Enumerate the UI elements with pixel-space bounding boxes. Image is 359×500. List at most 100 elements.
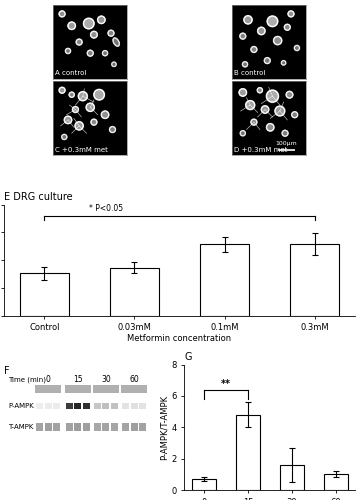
Bar (94, 402, 101, 409)
Text: T-AMPK: T-AMPK (8, 424, 34, 430)
Bar (111, 402, 118, 409)
Ellipse shape (69, 92, 74, 98)
Ellipse shape (97, 16, 106, 24)
Ellipse shape (288, 11, 294, 17)
Ellipse shape (91, 119, 97, 125)
Bar (192, 479, 216, 490)
Ellipse shape (111, 62, 117, 67)
Ellipse shape (251, 118, 257, 126)
Ellipse shape (257, 27, 265, 35)
Text: 60: 60 (129, 375, 139, 384)
Ellipse shape (65, 48, 71, 54)
Ellipse shape (266, 16, 279, 28)
Ellipse shape (83, 18, 94, 29)
Ellipse shape (292, 112, 298, 117)
Ellipse shape (75, 122, 83, 130)
Ellipse shape (261, 106, 269, 114)
Ellipse shape (294, 46, 300, 51)
Text: **: ** (221, 379, 231, 389)
Ellipse shape (108, 30, 114, 36)
Ellipse shape (112, 62, 116, 66)
Ellipse shape (246, 100, 255, 110)
Ellipse shape (284, 24, 291, 30)
Text: * P<0.05: * P<0.05 (89, 204, 123, 214)
Bar (323, 474, 348, 490)
X-axis label: Metformin concentration: Metformin concentration (127, 334, 232, 342)
Bar (66, 423, 73, 432)
Ellipse shape (257, 88, 262, 93)
Ellipse shape (239, 88, 247, 96)
Ellipse shape (245, 100, 255, 110)
Ellipse shape (266, 123, 275, 132)
Bar (45, 423, 52, 432)
Y-axis label: P-AMPK/T-AMPK: P-AMPK/T-AMPK (159, 394, 168, 460)
Text: B control: B control (234, 70, 265, 76)
Bar (139, 402, 146, 409)
Text: D +0.3mM met: D +0.3mM met (234, 146, 287, 152)
Ellipse shape (64, 116, 72, 124)
Ellipse shape (274, 106, 285, 117)
Ellipse shape (284, 24, 290, 30)
Ellipse shape (242, 62, 248, 67)
Ellipse shape (240, 130, 246, 136)
Ellipse shape (86, 103, 94, 112)
Text: 0: 0 (46, 375, 51, 384)
Ellipse shape (112, 62, 116, 66)
Bar (93, 386, 119, 394)
Ellipse shape (73, 106, 78, 112)
Ellipse shape (62, 134, 67, 140)
Text: 100μm: 100μm (275, 141, 297, 146)
Bar (121, 386, 147, 394)
Ellipse shape (239, 32, 246, 40)
Ellipse shape (240, 130, 246, 136)
Ellipse shape (59, 87, 65, 94)
Ellipse shape (281, 60, 286, 65)
Bar (236, 415, 260, 490)
Bar (36, 402, 43, 409)
Ellipse shape (75, 122, 83, 130)
Ellipse shape (264, 58, 270, 64)
Ellipse shape (288, 10, 294, 18)
Ellipse shape (267, 16, 278, 27)
Ellipse shape (90, 31, 98, 38)
Bar (131, 423, 137, 432)
Ellipse shape (69, 92, 74, 98)
Ellipse shape (90, 32, 97, 38)
Ellipse shape (257, 88, 263, 93)
Ellipse shape (243, 15, 253, 24)
Ellipse shape (275, 106, 285, 116)
Ellipse shape (91, 119, 97, 125)
Ellipse shape (251, 46, 257, 52)
Ellipse shape (102, 50, 108, 56)
Ellipse shape (87, 50, 94, 56)
Ellipse shape (286, 91, 293, 98)
Ellipse shape (240, 33, 246, 39)
Ellipse shape (266, 90, 279, 103)
Ellipse shape (266, 90, 278, 102)
Ellipse shape (257, 26, 266, 35)
Bar (280, 465, 304, 490)
Text: F: F (4, 366, 9, 376)
Bar (139, 423, 146, 432)
Ellipse shape (244, 16, 252, 24)
Bar (53, 402, 60, 409)
Ellipse shape (292, 112, 298, 118)
Ellipse shape (93, 88, 105, 101)
Ellipse shape (273, 36, 282, 45)
Ellipse shape (78, 91, 88, 102)
Ellipse shape (282, 130, 288, 136)
Ellipse shape (267, 16, 278, 26)
Ellipse shape (74, 121, 84, 130)
Text: A control: A control (55, 70, 87, 76)
Ellipse shape (65, 48, 71, 54)
Text: 30: 30 (101, 375, 111, 384)
Ellipse shape (59, 11, 65, 17)
Ellipse shape (59, 10, 65, 18)
Ellipse shape (109, 126, 116, 132)
Ellipse shape (291, 112, 298, 118)
Ellipse shape (266, 90, 279, 102)
Ellipse shape (85, 102, 95, 112)
Bar (35, 386, 61, 394)
Ellipse shape (282, 130, 288, 136)
Ellipse shape (257, 88, 262, 93)
